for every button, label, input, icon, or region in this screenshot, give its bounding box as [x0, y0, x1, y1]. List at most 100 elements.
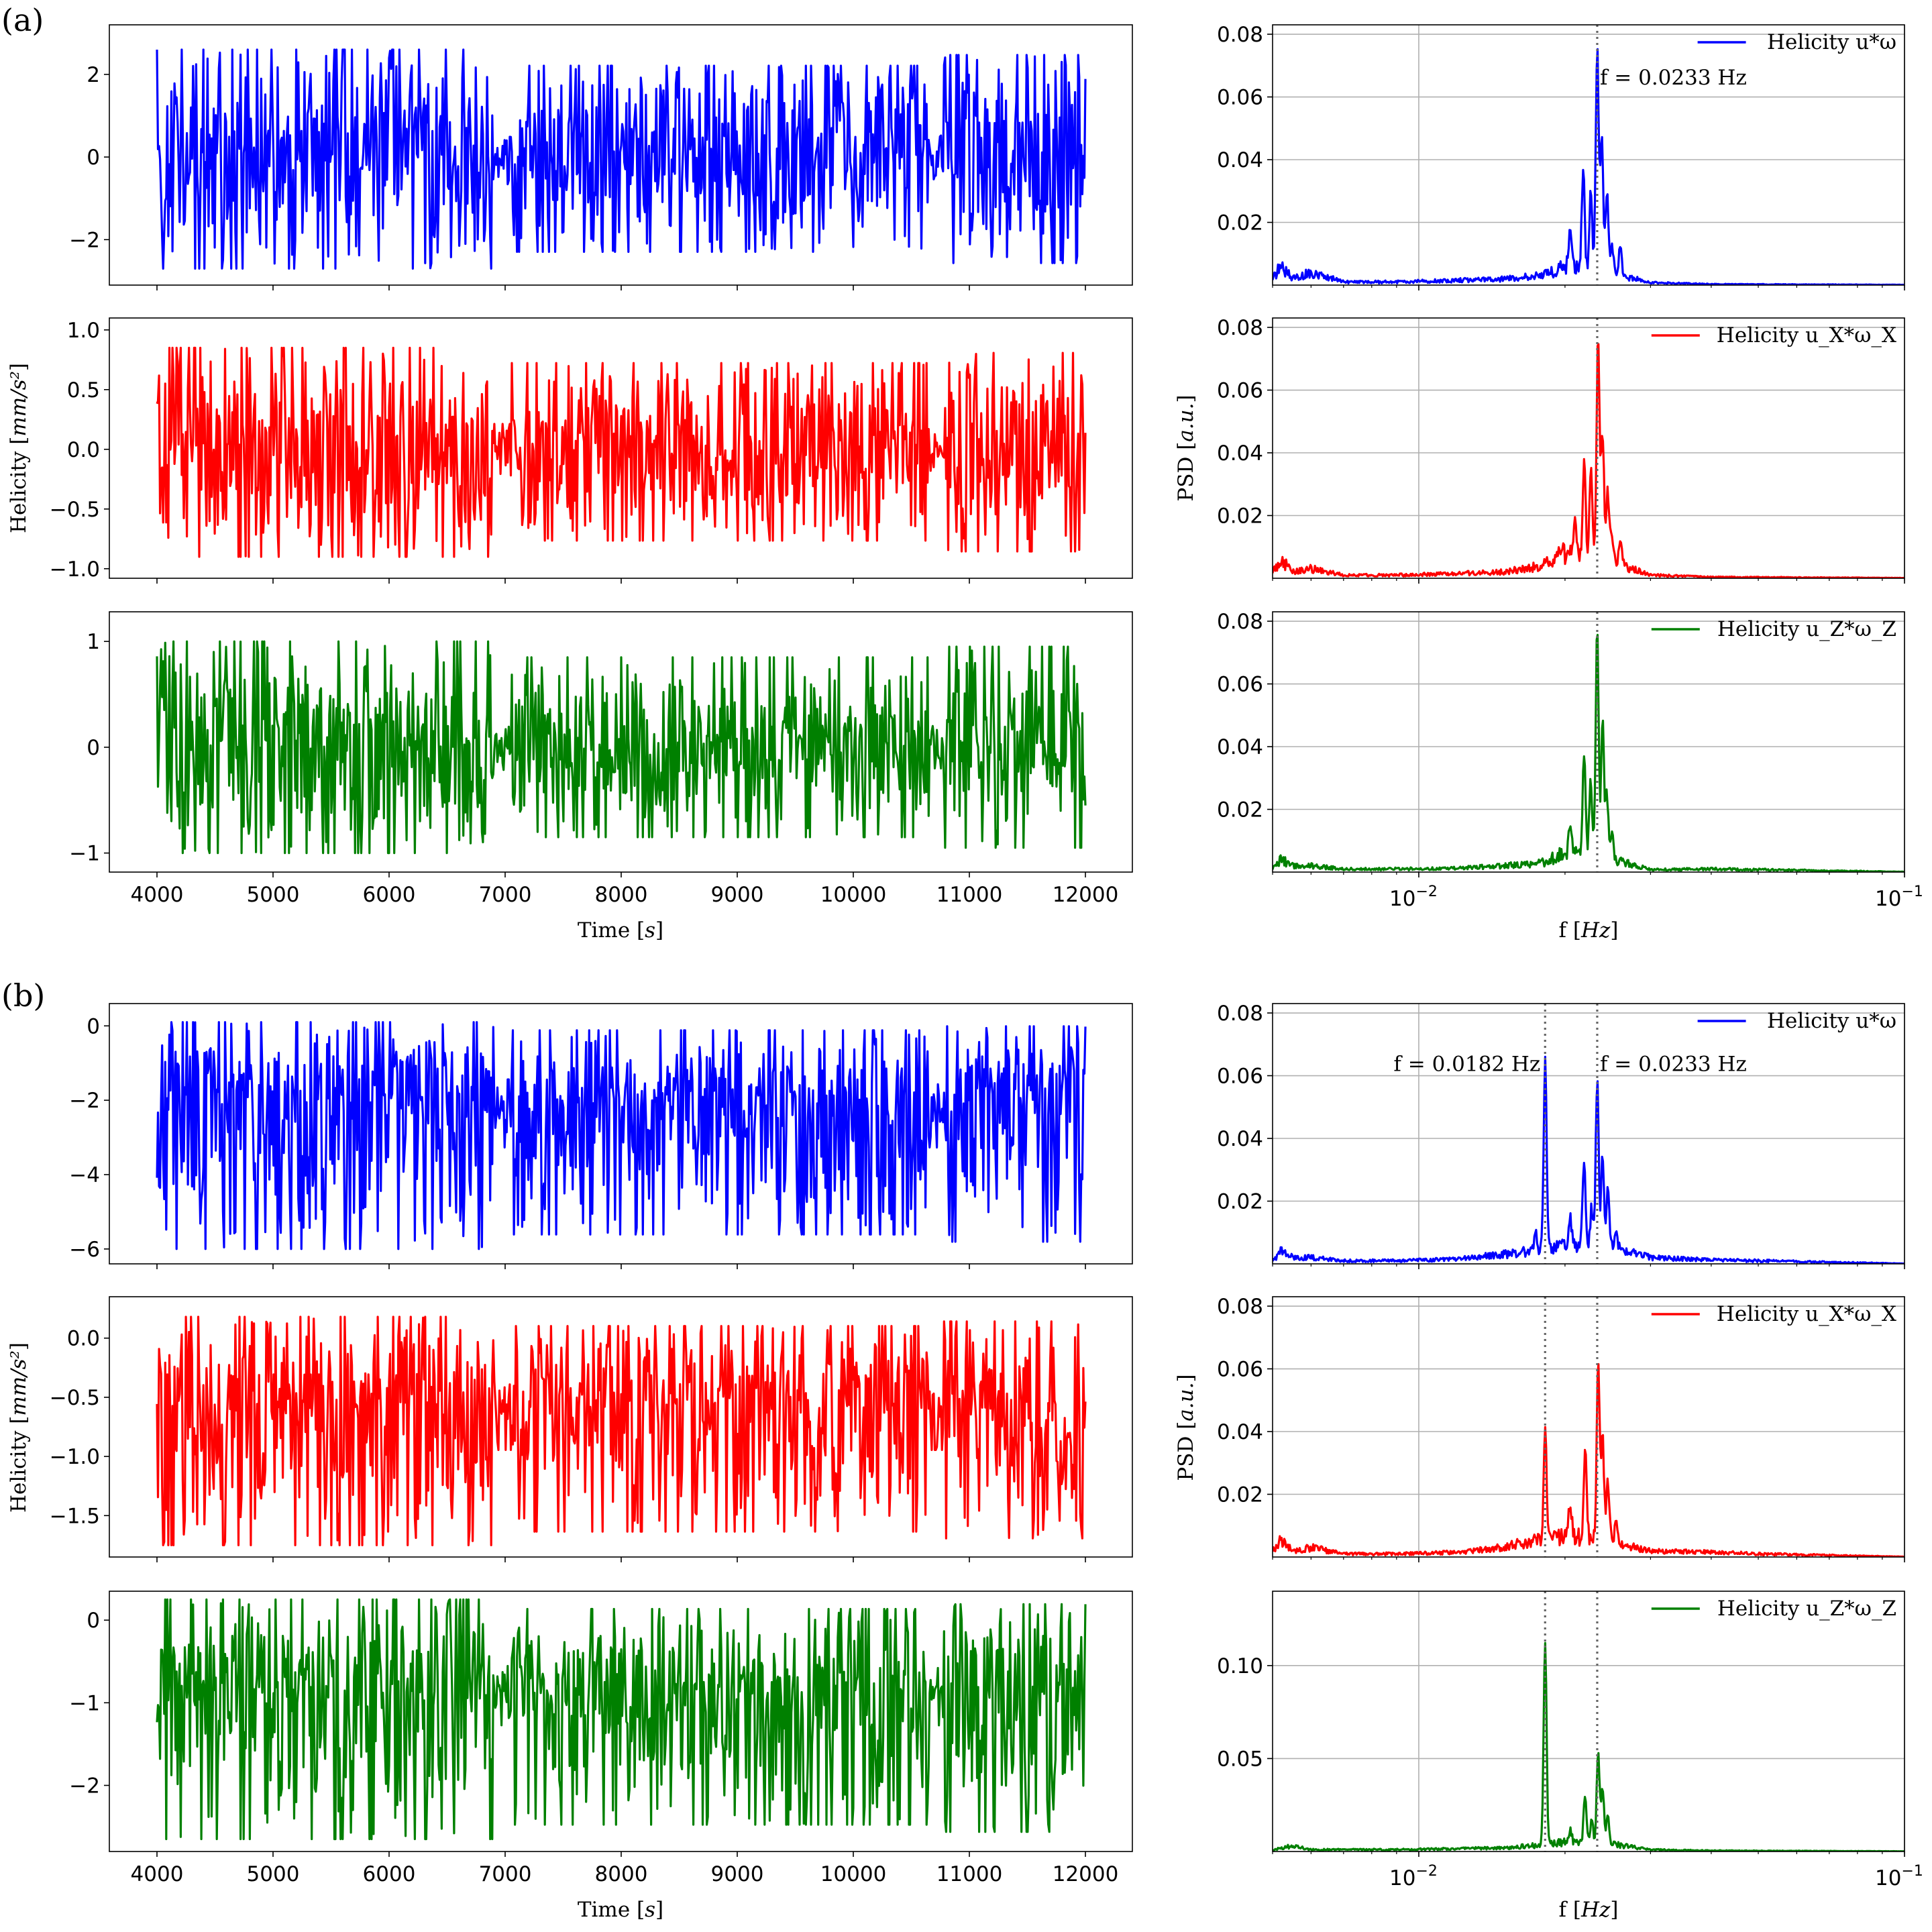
y-tick-label: 0.08 — [1217, 1002, 1263, 1026]
series-line — [1273, 1642, 1904, 1851]
annotation: f = 0.0233 Hz — [1600, 1053, 1747, 1077]
x-tick-base: 10 — [1389, 887, 1415, 911]
x-tick-exponent: −1 — [1902, 1863, 1923, 1880]
x-tick-label: 7000 — [479, 883, 532, 907]
y-tick-label: 0.02 — [1217, 1483, 1263, 1507]
panel-label-b: (b) — [1, 977, 45, 1014]
y-tick-label: 0.05 — [1217, 1747, 1263, 1771]
series-line — [156, 48, 1087, 270]
y-tick-label: −1 — [69, 842, 100, 866]
y-tick-label: 0.5 — [67, 378, 100, 402]
y-tick-label: 1.0 — [67, 319, 100, 343]
x-tick-label: 11000 — [936, 883, 1003, 907]
x-tick-label: 10000 — [820, 883, 887, 907]
series-line — [156, 1598, 1087, 1841]
legend-label: Helicity u_Z*ω_Z — [1717, 1597, 1896, 1621]
series-line — [1273, 48, 1904, 285]
series-line — [1273, 343, 1904, 578]
x-tick-label: 8000 — [595, 883, 648, 907]
y-tick-label: 0.0 — [67, 438, 100, 462]
y-tick-label: 0 — [87, 146, 100, 170]
y-tick-label: −2 — [69, 1774, 100, 1798]
time-axes-8: −2 −1 0 4000 5000 6000 7000 8000 9000 10000 11000 1… — [69, 1591, 1133, 1886]
x-tick-base: 10 — [1389, 1866, 1415, 1890]
x-tick-base: 10 — [1875, 887, 1901, 911]
y-tick-label: −1.5 — [50, 1504, 100, 1528]
freq-ylabel-a: PSD [a.u.] — [1174, 394, 1198, 501]
x-tick-label: 10−2 — [1389, 1863, 1438, 1890]
axes-frame — [1272, 611, 1905, 873]
y-tick-label: 0.04 — [1217, 735, 1263, 759]
x-tick-label: 10−1 — [1875, 883, 1923, 911]
y-tick-label: 0.10 — [1217, 1654, 1263, 1678]
y-tick-label: 0.06 — [1217, 673, 1263, 697]
x-tick-base: 10 — [1875, 1866, 1901, 1890]
y-tick-label: 0.02 — [1217, 504, 1263, 529]
y-tick-label: 0.0 — [67, 1327, 100, 1351]
axes-frame — [1272, 24, 1905, 286]
x-tick-label: 8000 — [595, 1862, 648, 1886]
time-xlabel-a: Time [s] — [578, 918, 663, 943]
time-axes-2: −1 0 1 4000 5000 6000 7000 8000 9000 10000 11000 12… — [69, 611, 1133, 907]
x-tick-exponent: −2 — [1415, 883, 1437, 900]
y-tick-label: −2 — [69, 1089, 100, 1113]
y-tick-label: 0 — [87, 736, 100, 760]
y-tick-label: −1.0 — [50, 557, 100, 582]
time-axes-0: −2 0 2 — [69, 24, 1133, 290]
time-axes-6: −6 −4 −2 0 — [69, 1003, 1133, 1269]
y-tick-label: −1.0 — [50, 1445, 100, 1469]
axes-frame — [1272, 317, 1905, 579]
freq-ylabel-b: PSD [a.u.] — [1174, 1374, 1198, 1481]
x-tick-label: 11000 — [936, 1862, 1003, 1886]
y-tick-label: 0.04 — [1217, 148, 1263, 172]
axes-frame — [1272, 1003, 1905, 1265]
legend-label: Helicity u_X*ω_X — [1717, 323, 1896, 347]
legend-label: Helicity u*ω — [1767, 30, 1896, 54]
y-tick-label: 0.06 — [1217, 86, 1263, 110]
y-tick-label: −4 — [69, 1163, 100, 1187]
panel-label-a: (a) — [1, 2, 44, 38]
series-line — [156, 1316, 1087, 1546]
y-tick-label: 0 — [87, 1609, 100, 1633]
x-tick-label: 6000 — [363, 883, 416, 907]
y-tick-label: 0.02 — [1217, 1190, 1263, 1214]
time-axes-7: −1.5 −1.0 −0.5 0.0 — [50, 1296, 1133, 1562]
axes-frame — [1272, 1296, 1905, 1558]
x-tick-label: 5000 — [247, 1862, 300, 1886]
y-tick-label: 0.04 — [1217, 1127, 1263, 1151]
x-tick-label: 12000 — [1053, 1862, 1119, 1886]
x-tick-label: 7000 — [479, 1862, 532, 1886]
annotation: f = 0.0233 Hz — [1600, 66, 1747, 90]
legend-label: Helicity u*ω — [1767, 1009, 1896, 1033]
y-tick-label: −6 — [69, 1238, 100, 1262]
axes-frame — [1272, 1591, 1905, 1852]
series-line — [1273, 1362, 1904, 1557]
freq-xlabel-a: f [Hz] — [1559, 918, 1619, 943]
y-tick-label: 0.08 — [1217, 610, 1263, 634]
psd-axes-4: 0.02 0.04 0.06 0.08 Helicity u_X*ω_X — [1217, 316, 1905, 584]
y-tick-label: 0.06 — [1217, 1358, 1263, 1382]
x-tick-label: 4000 — [131, 883, 184, 907]
y-tick-label: 0.08 — [1217, 316, 1263, 340]
x-tick-label: 4000 — [131, 1862, 184, 1886]
y-tick-label: 0.06 — [1217, 1065, 1263, 1089]
x-tick-label: 10000 — [820, 1862, 887, 1886]
time-xlabel-b: Time [s] — [578, 1898, 663, 1922]
y-tick-label: 1 — [87, 630, 100, 654]
annotation: f = 0.0182 Hz — [1393, 1053, 1540, 1077]
x-tick-label: 6000 — [363, 1862, 416, 1886]
psd-axes-9: 0.02 0.04 0.06 0.08 Helicity u*ω f = 0.0182 H… — [1217, 1002, 1905, 1269]
series-line — [1273, 633, 1904, 872]
y-tick-label: 2 — [87, 63, 100, 87]
x-tick-label: 5000 — [247, 883, 300, 907]
y-tick-label: −2 — [69, 228, 100, 252]
y-tick-label: 0.04 — [1217, 1420, 1263, 1444]
time-axes-1: −1.0 −0.5 0.0 0.5 1.0 — [50, 317, 1133, 584]
y-tick-label: −0.5 — [50, 498, 100, 522]
y-tick-label: 0.06 — [1217, 379, 1263, 403]
x-tick-label: 10−2 — [1389, 883, 1438, 911]
series-line — [156, 640, 1087, 855]
psd-axes-10: 0.02 0.04 0.06 0.08 Helicity u_X*ω_X — [1217, 1295, 1905, 1562]
